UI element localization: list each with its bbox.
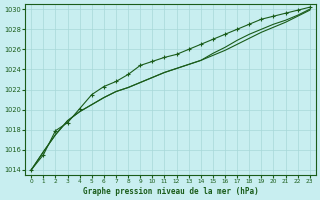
X-axis label: Graphe pression niveau de la mer (hPa): Graphe pression niveau de la mer (hPa) [83, 187, 258, 196]
